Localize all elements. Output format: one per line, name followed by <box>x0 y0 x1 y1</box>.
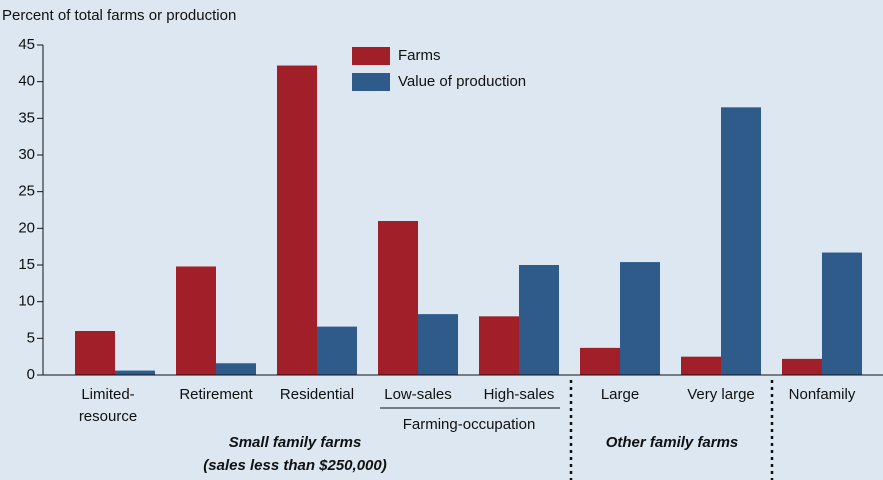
bar <box>317 326 357 375</box>
bar <box>378 221 418 375</box>
y-tick-label: 20 <box>18 219 35 236</box>
y-tick-label: 35 <box>18 109 35 126</box>
bar <box>822 252 862 375</box>
legend-swatch <box>352 47 390 65</box>
y-tick-label: 45 <box>18 36 35 53</box>
y-axis-label: Percent of total farms or production <box>2 7 236 24</box>
y-tick-label: 5 <box>27 329 35 346</box>
bar <box>721 107 761 375</box>
legend-label: Value of production <box>398 73 526 90</box>
legend-label: Farms <box>398 47 441 64</box>
subgroup-label: Farming-occupation <box>403 416 536 433</box>
bar <box>277 65 317 376</box>
x-tick-label: Low-sales <box>384 386 452 403</box>
group-label: Small family farms <box>229 434 362 451</box>
y-tick-label: 30 <box>18 146 35 163</box>
x-tick-label: Large <box>601 386 639 403</box>
y-tick-label: 10 <box>18 293 35 310</box>
x-tick-label: High-sales <box>484 386 555 403</box>
y-tick-label: 0 <box>27 366 35 383</box>
group-label: Other family farms <box>606 434 739 451</box>
group-label: (sales less than $250,000) <box>203 457 386 474</box>
bar <box>681 356 721 375</box>
x-tick-label: Very large <box>687 386 755 403</box>
bar <box>479 316 519 375</box>
bar <box>115 370 155 375</box>
bar <box>782 358 822 375</box>
legend-swatch <box>352 73 390 91</box>
y-tick-label: 15 <box>18 256 35 273</box>
bar <box>75 331 115 375</box>
bar <box>620 262 660 375</box>
bar <box>418 314 458 375</box>
bar <box>580 347 620 375</box>
y-tick-label: 25 <box>18 183 35 200</box>
x-tick-label: Retirement <box>179 386 253 403</box>
x-tick-label: Nonfamily <box>789 386 856 403</box>
x-tick-label: Limited-resource <box>79 386 137 425</box>
bar <box>519 265 559 375</box>
x-tick-label: Residential <box>280 386 354 403</box>
y-tick-label: 40 <box>18 73 35 90</box>
bar <box>216 363 256 375</box>
bar <box>176 266 216 375</box>
